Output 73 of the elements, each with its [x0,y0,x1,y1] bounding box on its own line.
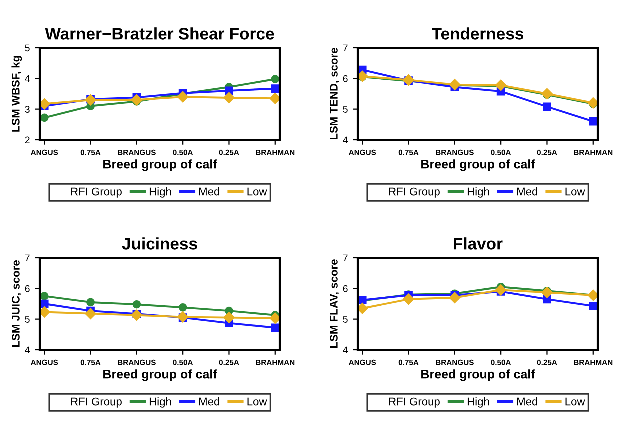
legend-label: High [150,188,172,198]
point [495,80,507,92]
x-axis-title: Breed group of calf [422,160,536,172]
y-tick-label: 4 [25,76,30,82]
point [40,98,50,110]
point [224,92,235,104]
point [589,302,598,310]
point [85,308,96,320]
y-axis-title: LSM FLAV, score [330,260,340,348]
x-axis-title: Breed group of calf [422,370,536,382]
point [40,114,49,122]
y-tick-label: 5 [25,44,30,52]
y-tick-label: 5 [343,316,348,323]
point [271,75,280,84]
legend-title: RFI Group [71,398,122,408]
point [178,304,188,312]
point [40,292,49,300]
point [177,91,189,103]
point [542,287,553,298]
point [132,300,142,309]
chart-title: Warner−Bratzler Shear Force [45,28,274,40]
legend-title: RFI Group [71,188,122,198]
legend-title: RFI Group [389,188,440,198]
legend-label: Low [566,188,586,196]
y-tick-label: 4 [343,136,348,144]
y-tick-label: 7 [343,44,348,52]
legend-label: Med [199,398,220,406]
point [270,312,280,324]
chart-title: Tenderness [432,28,524,40]
legend-label: Low [248,188,268,196]
chart-title: Flavor [454,238,503,250]
point [131,94,143,106]
point [495,284,507,296]
point [542,88,553,100]
x-axis-title: Breed group of calf [104,370,218,382]
legend-label: Med [199,188,220,196]
point [270,92,280,104]
chart-title: Juiciness [122,238,198,250]
y-tick-label: 6 [25,285,30,292]
point [224,312,235,324]
legend-label: Med [517,188,538,196]
y-tick-label: 7 [343,254,348,262]
y-tick-label: 5 [25,316,30,323]
point [543,102,552,112]
legend-label: Med [517,398,538,406]
y-tick-label: 6 [343,285,348,292]
point [449,292,461,304]
legend-label: High [468,188,490,198]
y-tick-label: 6 [343,75,348,82]
legend-title: RFI Group [389,398,440,408]
y-tick-label: 3 [25,106,30,113]
point [86,298,95,307]
point [271,324,280,332]
legend-label: High [468,398,490,408]
point [358,302,368,314]
point [271,84,280,93]
legend-label: Low [248,398,268,406]
point [403,294,414,306]
point [589,117,598,126]
legend-label: High [150,398,172,408]
y-tick-label: 4 [343,346,348,354]
y-axis-title: LSM TEND, score [330,48,340,140]
legend-label: Low [566,398,586,406]
y-tick-label: 4 [25,346,30,354]
y-tick-label: 2 [25,136,30,144]
y-tick-label: 5 [343,106,348,113]
point [131,310,143,321]
point [40,306,50,318]
y-axis-title: LSM JUIC, score [12,260,22,348]
y-tick-label: 7 [25,254,30,262]
point [40,300,49,308]
y-axis-title: LSM WBSF, kg [12,56,22,132]
x-axis-title: Breed group of calf [104,160,218,172]
